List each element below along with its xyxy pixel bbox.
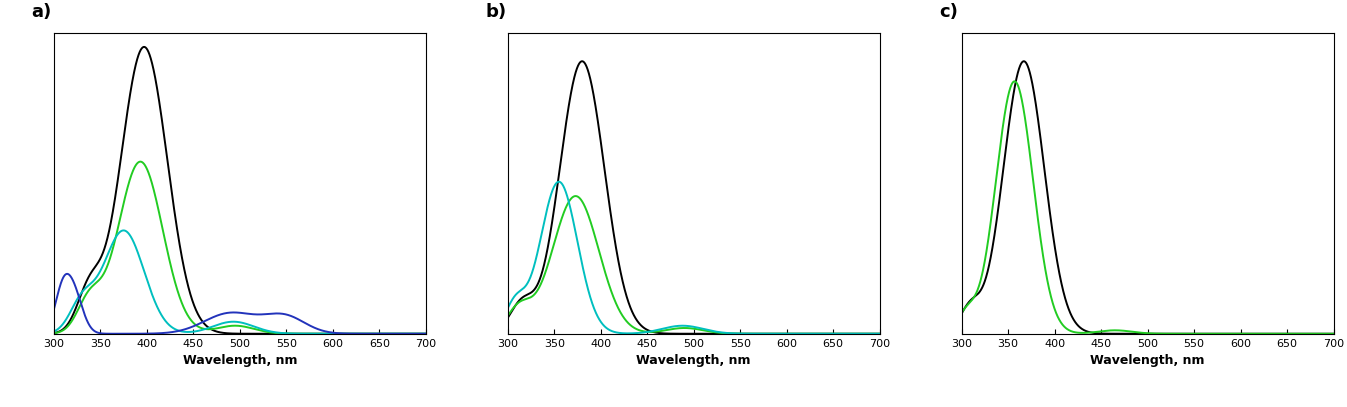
X-axis label: Wavelength, nm: Wavelength, nm — [183, 354, 298, 367]
X-axis label: Wavelength, nm: Wavelength, nm — [1090, 354, 1204, 367]
Text: a): a) — [31, 2, 51, 20]
Text: c): c) — [939, 2, 958, 20]
X-axis label: Wavelength, nm: Wavelength, nm — [636, 354, 752, 367]
Text: b): b) — [485, 2, 506, 20]
